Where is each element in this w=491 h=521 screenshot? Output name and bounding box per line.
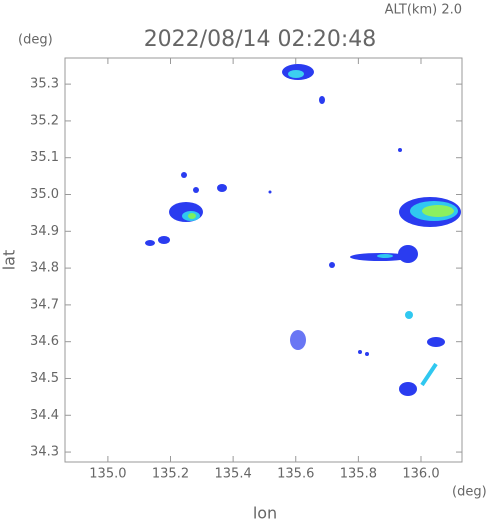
x-tick-label: 135.2 [152,467,189,482]
x-tick-label: 135.4 [215,467,252,482]
y-tick-label: 34.7 [30,297,59,312]
x-axis-label: lon [253,504,277,521]
echo [329,262,335,268]
altitude-label: ALT(km) 2.0 [385,3,462,18]
echo [145,240,155,246]
echo [181,172,187,178]
echo [188,213,196,219]
x-unit: (deg) [452,485,487,500]
echoes [145,64,461,396]
echo [358,350,362,354]
y-tick-label: 34.5 [30,371,59,386]
echo [268,190,272,194]
y-axis-label: lat [0,250,19,271]
echo [158,236,170,244]
x-tick-label: 135.6 [277,467,314,482]
echo [193,187,199,193]
y-tick-label: 35.3 [30,77,59,92]
echo [290,330,306,350]
echo [405,311,413,319]
echo [420,362,438,387]
y-tick-label: 34.8 [30,261,59,276]
echo [377,254,393,258]
y-tick-label: 34.6 [30,334,59,349]
echo [427,337,445,347]
echo [399,382,417,396]
x-tick-label: 135.0 [89,467,126,482]
echo [398,148,402,152]
y-tick-label: 35.0 [30,187,59,202]
echo [319,96,325,104]
echo [217,184,227,192]
x-tick-label: 136.0 [402,467,439,482]
echo [398,245,418,263]
y-tick-label: 35.2 [30,113,59,128]
y-tick-label: 34.4 [30,408,59,423]
echo [288,70,304,78]
chart-title: 2022/08/14 02:20:48 [144,27,377,52]
x-tick-label: 135.8 [340,467,377,482]
y-tick-label: 35.1 [30,150,59,165]
y-unit: (deg) [18,33,53,48]
y-tick-label: 34.3 [30,445,59,460]
y-tick-label: 34.9 [30,224,59,239]
echo [422,205,454,217]
echo [365,352,369,356]
plot-frame [64,57,463,463]
